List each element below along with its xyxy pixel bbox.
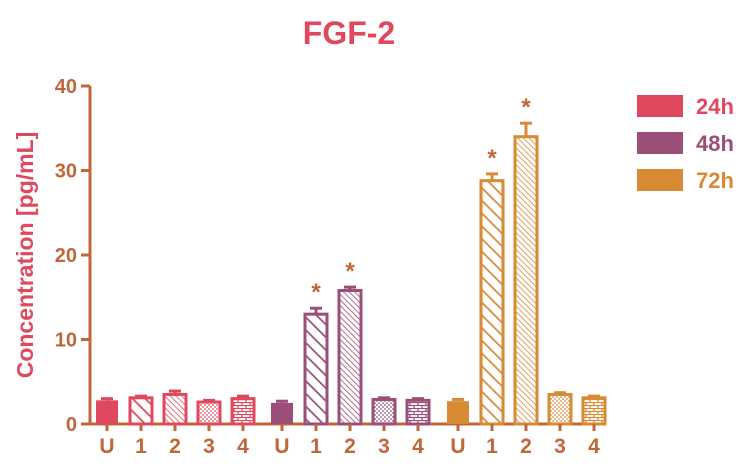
bar-72h-4 — [581, 396, 607, 426]
bar-48h-3 — [371, 397, 397, 426]
x-tick-label: 2 — [520, 435, 532, 458]
bar-48h-1 — [303, 312, 329, 426]
y-tick-label: 30 — [55, 161, 77, 183]
x-tick-label: U — [99, 435, 114, 458]
significance-marker: * — [311, 279, 321, 306]
bar-48h-U — [271, 402, 293, 424]
bar-72h-2 — [513, 135, 539, 426]
x-tick-label: 3 — [378, 435, 390, 458]
significance-marker: * — [521, 94, 531, 121]
bar-72h-U — [447, 401, 469, 424]
legend-swatch-24h — [637, 95, 683, 117]
bar-48h-4 — [405, 398, 431, 426]
bar-24h-U — [96, 400, 118, 424]
x-tick-label: 3 — [554, 435, 566, 458]
legend-swatch-48h — [637, 132, 683, 154]
bar-48h-2 — [337, 288, 363, 426]
bar-24h-2 — [162, 392, 188, 426]
x-tick-label: U — [274, 435, 289, 458]
x-tick-label: 2 — [169, 435, 181, 458]
bar-72h-3 — [547, 392, 573, 426]
x-tick-label: 4 — [412, 435, 424, 458]
y-tick-label: 0 — [66, 414, 77, 436]
x-tick-label: 3 — [203, 435, 215, 458]
bar-24h-3 — [196, 400, 222, 426]
x-tick-label: 1 — [486, 435, 498, 458]
bar-24h-4 — [230, 397, 256, 426]
x-tick-label: 1 — [310, 435, 322, 458]
chart-title: FGF-2 — [303, 15, 395, 51]
significance-marker: * — [345, 258, 355, 285]
x-tick-label: 4 — [237, 435, 249, 458]
legend-label-48h: 48h — [696, 131, 734, 156]
legend-label-72h: 72h — [696, 168, 734, 193]
x-tick-label: U — [450, 435, 465, 458]
legend: 24h 48h 72h — [637, 94, 734, 193]
legend-swatch-72h — [637, 169, 683, 191]
y-axis-label: Concentration [pg/mL] — [12, 132, 38, 379]
x-tick-label: 4 — [588, 435, 600, 458]
bar-72h-1 — [479, 179, 505, 426]
y-tick-label: 10 — [55, 330, 77, 352]
significance-marker: * — [487, 145, 497, 172]
legend-label-24h: 24h — [696, 94, 734, 119]
y-tick-label: 20 — [55, 245, 77, 267]
x-tick-label: 2 — [344, 435, 356, 458]
y-tick-label: 40 — [55, 76, 77, 98]
bar-24h-1 — [128, 396, 154, 426]
x-tick-label: 1 — [135, 435, 147, 458]
